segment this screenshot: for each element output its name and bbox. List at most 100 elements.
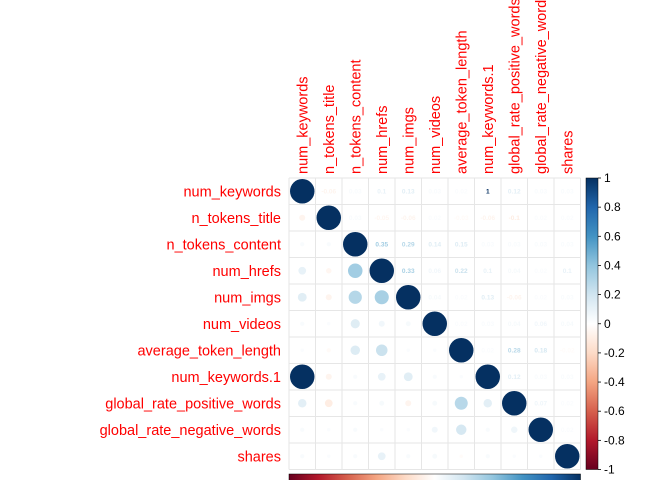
corr-value: 0.03: [481, 242, 494, 249]
corr-value: 0.03: [349, 215, 362, 222]
corr-circle: [376, 344, 388, 356]
corr-value: 0.07: [534, 401, 547, 408]
corr-circle: [299, 214, 306, 221]
colorbar-tick-label: 0.8: [604, 200, 621, 214]
corr-circle: [406, 454, 411, 459]
corr-circle: [298, 266, 307, 275]
row-label: num_hrefs: [212, 264, 281, 280]
corr-circle: [459, 454, 463, 458]
corr-circle: [432, 400, 438, 406]
corr-value: 0.03: [508, 242, 521, 249]
corr-value: 0.03: [561, 295, 574, 302]
row-label: n_tokens_content: [167, 237, 281, 253]
matrix-grid: [288, 177, 581, 470]
row-label: num_videos: [203, 317, 281, 333]
corr-value: -0.05: [374, 215, 389, 222]
column-label: global_rate_negative_words: [534, 0, 550, 174]
corr-value: 0.13: [402, 189, 415, 196]
corr-circle: [298, 399, 307, 408]
corr-value: 0.02: [561, 401, 574, 408]
row-label: num_keywords.1: [171, 370, 281, 386]
corr-circle: [290, 364, 315, 389]
corr-circle: [377, 372, 386, 381]
corr-circle: [396, 285, 421, 310]
column-label: num_keywords: [295, 76, 311, 174]
corr-circle: [406, 348, 410, 352]
corr-value: -0.1: [509, 215, 521, 222]
corr-circle: [454, 396, 468, 410]
corr-circle: [369, 258, 394, 283]
colorbar-tick-label: -0.4: [604, 375, 625, 389]
corr-value: 0.03: [534, 374, 547, 381]
corr-value: 0.22: [455, 268, 468, 275]
corr-value: 0.33: [402, 268, 415, 275]
corr-circle: [449, 338, 474, 363]
corr-value: 0.29: [402, 242, 415, 249]
corr-value: 0.03: [481, 321, 494, 328]
corr-circle: [432, 453, 438, 459]
corr-circle: [353, 454, 358, 459]
corr-circle: [327, 454, 331, 458]
corr-value: 0.03: [534, 242, 547, 249]
corr-circle: [405, 321, 411, 327]
corr-circle: [300, 454, 305, 459]
corr-value: 0.04: [561, 321, 574, 328]
column-label: num_hrefs: [375, 105, 391, 174]
corr-circle: [405, 400, 412, 407]
corr-value: 0.1: [563, 268, 572, 275]
corr-circle: [502, 391, 527, 416]
column-label: num_keywords.1: [481, 64, 497, 174]
corr-circle: [350, 319, 360, 329]
corr-circle: [326, 268, 332, 274]
corr-value: 0.28: [508, 348, 521, 355]
corr-circle: [300, 321, 305, 326]
corr-value: 0.14: [428, 242, 441, 249]
column-label: n_tokens_content: [348, 60, 364, 174]
corr-circle: [325, 294, 332, 301]
corr-circle: [327, 428, 331, 432]
corr-circle: [459, 375, 463, 379]
corr-circle: [406, 428, 410, 432]
corr-circle: [403, 372, 413, 382]
corr-value: 0.02: [534, 215, 547, 222]
corr-value: 0.03: [428, 189, 441, 196]
corr-circle: [374, 290, 389, 305]
row-label: global_rate_positive_words: [105, 396, 281, 412]
corr-circle: [475, 364, 500, 389]
corr-circle: [380, 428, 384, 432]
colorbar-tick-label: 0.2: [604, 288, 621, 302]
row-label: num_imgs: [214, 290, 281, 306]
corr-circle: [290, 179, 315, 204]
corr-value: 0.02: [428, 215, 441, 222]
corr-circle: [422, 311, 447, 336]
column-label: n_tokens_title: [322, 85, 338, 174]
corr-value: 0.03: [561, 189, 574, 196]
corr-circle: [300, 242, 305, 247]
colorbar-tick-label: 0.6: [604, 229, 621, 243]
matrix-marks: -0.06 0.03 0.1 0.13 0.03 0.02 1 0.12 0.03 0.03 0.0…: [290, 179, 580, 469]
corr-circle: [353, 427, 358, 432]
column-label: average_token_length: [454, 30, 470, 174]
column-label: num_videos: [428, 96, 444, 174]
corr-value: 0.04: [428, 295, 441, 302]
corr-circle: [300, 427, 305, 432]
corr-value: 0.02: [534, 268, 547, 275]
corr-circle: [353, 374, 358, 379]
corr-circle: [485, 454, 490, 459]
corr-value: 0.03: [561, 374, 574, 381]
bottom-color-strip: [288, 473, 581, 480]
colorbar-tick-label: -0.2: [604, 346, 625, 360]
corr-value: 0.35: [375, 242, 388, 249]
corr-circle: [326, 348, 331, 353]
corr-value: 0.12: [508, 374, 521, 381]
corr-value: 0.04: [508, 321, 521, 328]
corr-circle: [326, 242, 331, 247]
colorbar-tick-label: 0.4: [604, 258, 621, 272]
colorbar-tick-label: -0.8: [604, 433, 625, 447]
corr-circle: [353, 401, 358, 406]
column-label: num_imgs: [401, 107, 417, 174]
corr-value: -0.06: [480, 215, 495, 222]
corr-circle: [483, 399, 492, 408]
corr-value: 0.04: [508, 268, 521, 275]
